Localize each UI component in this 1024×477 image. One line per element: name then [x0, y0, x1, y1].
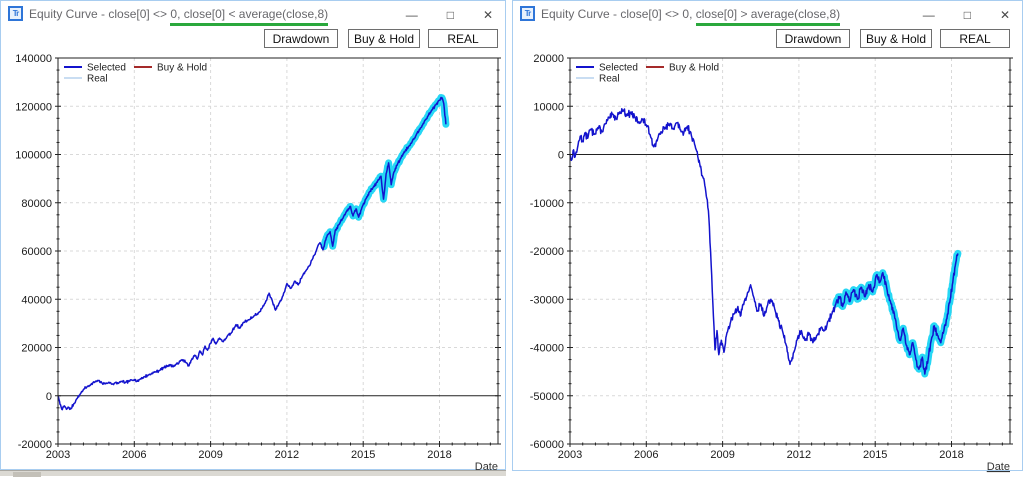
y-tick-label: 40000 [21, 294, 52, 306]
title-marked-text: 0, close[0] < average(close,8) [170, 7, 329, 26]
legend-label: Real [87, 74, 108, 85]
y-axis-labels: -20000 0 20000 40000 60000 80000 100000 120000 1… [15, 53, 52, 451]
equity-curve-window-left: Tr Equity Curve - close[0] <> 0, close[0… [0, 0, 506, 473]
equity-curve-window-right: Tr Equity Curve - close[0] <> 0, close[0… [512, 0, 1023, 473]
title-text: Equity Curve - close[0] <> [29, 7, 171, 21]
y-tick-label: 140000 [15, 53, 52, 65]
taskbar-strip [0, 470, 506, 477]
close-icon[interactable]: ✕ [482, 8, 493, 22]
y-tick-label: 60000 [21, 246, 52, 258]
y-tick-label: 20000 [21, 343, 52, 355]
y-tick-label: 120000 [15, 101, 52, 113]
real-button[interactable]: REAL [940, 29, 1010, 48]
gridlines [58, 58, 498, 444]
x-tick-label: 2018 [939, 449, 963, 461]
date-axis-label[interactable]: Date [987, 461, 1010, 473]
y-tick-label: 80000 [21, 198, 52, 210]
y-axis-labels: -60000 -50000 -40000 -30000 -20000 -10000 0 100… [530, 53, 564, 451]
y-tick-label: -40000 [530, 343, 564, 355]
minimize-icon[interactable]: — [405, 8, 418, 22]
titlebar-left: Tr Equity Curve - close[0] <> 0, close[0… [1, 1, 505, 29]
drawdown-button[interactable]: Drawdown [776, 29, 850, 48]
app-icon: Tr [520, 6, 535, 21]
x-tick-label: 2003 [558, 449, 582, 461]
y-tick-label: -30000 [530, 294, 564, 306]
titlebar-right: Tr Equity Curve - close[0] <> 0, close[0… [513, 1, 1022, 29]
x-tick-label: 2012 [275, 449, 299, 461]
y-tick-label: -10000 [530, 198, 564, 210]
equity-chart-right: -60000 -50000 -40000 -30000 -20000 -10000 0 100… [530, 53, 1013, 473]
app-icon: Tr [8, 6, 23, 21]
x-tick-label: 2018 [427, 449, 451, 461]
y-tick-label: 10000 [533, 101, 564, 113]
y-tick-label: 100000 [15, 150, 52, 162]
drawdown-button[interactable]: Drawdown [264, 29, 338, 48]
window-controls-left: — □ ✕ [406, 7, 493, 23]
title-marked-text: close[0] > average(close,8) [695, 7, 841, 26]
x-tick-label: 2012 [787, 449, 811, 461]
gridlines [570, 58, 1010, 444]
window-title-left: Equity Curve - close[0] <> 0, close[0] <… [29, 7, 329, 26]
legend-label: Buy & Hold [157, 63, 207, 74]
x-tick-label: 2009 [198, 449, 222, 461]
x-tick-label: 2003 [46, 449, 70, 461]
real-button[interactable]: REAL [428, 29, 498, 48]
x-tick-label: 2009 [710, 449, 734, 461]
selected-series-line [57, 96, 447, 411]
maximize-icon[interactable]: □ [446, 8, 454, 22]
legend-label: Real [599, 74, 620, 85]
legend: Selected Buy & Hold Real [64, 63, 207, 85]
maximize-icon[interactable]: □ [963, 8, 971, 22]
y-tick-label: 0 [46, 391, 52, 403]
buy-and-hold-button[interactable]: Buy & Hold [348, 29, 420, 48]
legend-label: Buy & Hold [669, 63, 719, 74]
buy-and-hold-button[interactable]: Buy & Hold [860, 29, 932, 48]
x-tick-label: 2015 [863, 449, 887, 461]
y-tick-label: 0 [558, 150, 564, 162]
y-tick-label: -50000 [530, 391, 564, 403]
x-axis-labels: 2003 2006 2009 2012 2015 2018 [558, 449, 964, 461]
real-highlight-line [832, 249, 962, 378]
legend-label: Selected [599, 63, 638, 74]
x-axis-labels: 2003 2006 2009 2012 2015 2018 [46, 449, 452, 461]
y-tick-label: -20000 [530, 246, 564, 258]
legend-label: Selected [87, 63, 126, 74]
y-tick-label: 20000 [533, 53, 564, 65]
equity-chart-left: -20000 0 20000 40000 60000 80000 100000 120000 1… [15, 53, 501, 473]
window-title-right: Equity Curve - close[0] <> 0, close[0] >… [541, 7, 841, 26]
real-highlight-line [320, 94, 450, 251]
x-tick-label: 2015 [351, 449, 375, 461]
close-icon[interactable]: ✕ [999, 8, 1010, 22]
x-tick-label: 2006 [122, 449, 146, 461]
axis-ticks [55, 57, 501, 447]
selected-series-line [569, 108, 959, 375]
window-controls-right: — □ ✕ [923, 7, 1010, 23]
taskbar-segment [13, 472, 41, 477]
y-tick-label: -20000 [18, 439, 52, 451]
legend: Selected Buy & Hold Real [576, 63, 719, 85]
minimize-icon[interactable]: — [922, 8, 935, 22]
y-tick-label: -60000 [530, 439, 564, 451]
x-tick-label: 2006 [634, 449, 658, 461]
axis-ticks [567, 57, 1013, 447]
title-text: Equity Curve - close[0] <> 0, [541, 7, 696, 21]
